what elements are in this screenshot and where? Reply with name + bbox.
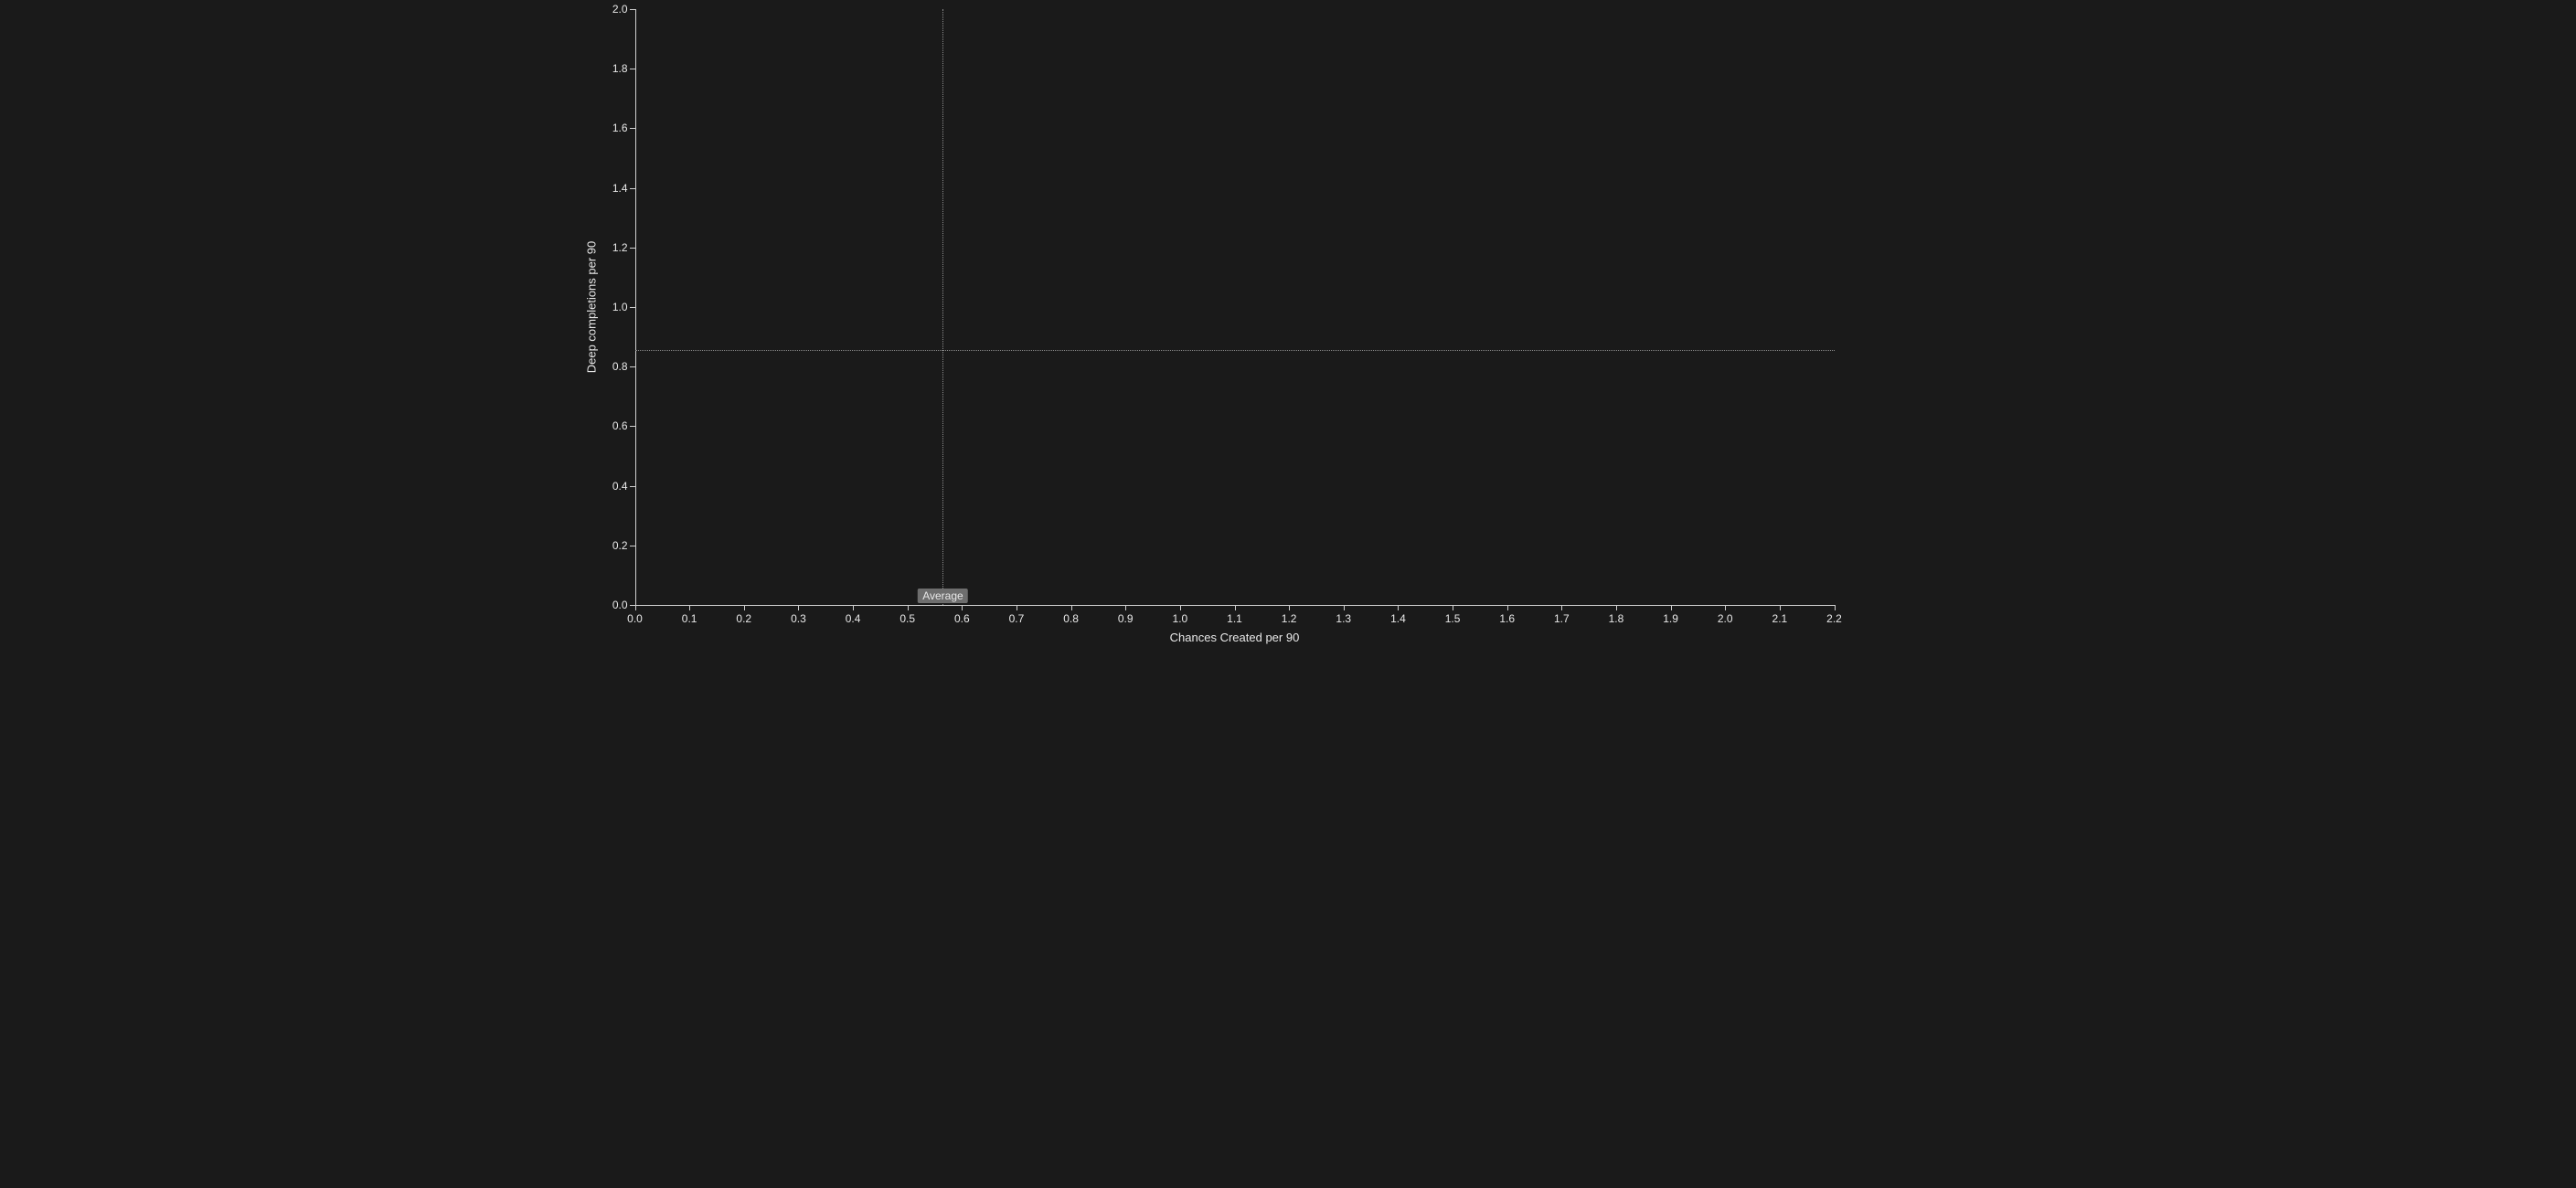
scatter-chart: 0.0 0.1 0.2 0.3 0.4 0.5 0.6 0.7 0.8 0.9 1.0 1.1 1.2 1… bbox=[574, 0, 2003, 659]
x-tick-label: 1.4 bbox=[1390, 612, 1406, 625]
x-tick-label: 2.0 bbox=[1718, 612, 1733, 625]
axis-line bbox=[798, 605, 799, 610]
x-tick-label: 0.3 bbox=[791, 612, 806, 625]
y-tick-label: 0.2 bbox=[612, 539, 628, 552]
x-tick-label: 1.7 bbox=[1554, 612, 1570, 625]
x-tick-label: 0.4 bbox=[846, 612, 861, 625]
y-tick-label: 2.0 bbox=[612, 3, 628, 16]
axis-line bbox=[962, 605, 963, 610]
axis-line bbox=[1835, 605, 1836, 610]
y-axis-title: Deep completions per 90 bbox=[584, 241, 598, 374]
x-tick-label: 1.6 bbox=[1499, 612, 1515, 625]
axis-line bbox=[635, 605, 636, 610]
axis-line bbox=[1235, 605, 1236, 610]
plot-area bbox=[635, 9, 1835, 605]
axis-line bbox=[1289, 605, 1290, 610]
axis-line bbox=[630, 366, 635, 367]
y-tick-label: 1.6 bbox=[612, 122, 628, 134]
x-tick-label: 2.1 bbox=[1772, 612, 1788, 625]
x-tick-label: 0.7 bbox=[1009, 612, 1025, 625]
axis-line bbox=[1398, 605, 1399, 610]
y-tick-label: 1.0 bbox=[612, 301, 628, 313]
x-tick-label: 0.8 bbox=[1063, 612, 1079, 625]
y-tick-label: 1.4 bbox=[612, 182, 628, 195]
axis-line bbox=[630, 486, 635, 487]
axis-line bbox=[630, 605, 635, 606]
axis-line bbox=[1671, 605, 1672, 610]
axis-line bbox=[635, 9, 636, 605]
x-tick-label: 2.2 bbox=[1826, 612, 1842, 625]
axis-line bbox=[1507, 605, 1508, 610]
x-tick-label: 0.5 bbox=[899, 612, 915, 625]
axis-line bbox=[1780, 605, 1781, 610]
x-axis-title: Chances Created per 90 bbox=[1170, 631, 1300, 644]
axis-line bbox=[1561, 605, 1562, 610]
reference-line bbox=[635, 350, 1835, 351]
y-tick-label: 1.8 bbox=[612, 62, 628, 75]
x-tick-label: 0.6 bbox=[954, 612, 970, 625]
x-tick-label: 0.1 bbox=[682, 612, 697, 625]
axis-line bbox=[630, 426, 635, 427]
x-tick-label: 1.3 bbox=[1336, 612, 1351, 625]
axis-line bbox=[1344, 605, 1345, 610]
y-tick-label: 0.4 bbox=[612, 480, 628, 493]
axis-line bbox=[630, 9, 635, 10]
x-tick-label: 1.8 bbox=[1609, 612, 1624, 625]
x-tick-label: 0.9 bbox=[1118, 612, 1134, 625]
x-tick-label: 1.9 bbox=[1663, 612, 1678, 625]
y-tick-label: 0.0 bbox=[612, 599, 628, 611]
x-tick-label: 1.5 bbox=[1445, 612, 1461, 625]
axis-line bbox=[908, 605, 909, 610]
axis-line bbox=[1180, 605, 1181, 610]
axis-line bbox=[630, 307, 635, 308]
x-tick-label: 1.2 bbox=[1282, 612, 1297, 625]
x-tick-label: 0.0 bbox=[627, 612, 643, 625]
reference-line bbox=[942, 9, 943, 605]
axis-line bbox=[1616, 605, 1617, 610]
axis-line bbox=[1071, 605, 1072, 610]
axis-line bbox=[1725, 605, 1726, 610]
y-tick-label: 0.6 bbox=[612, 419, 628, 432]
axis-line bbox=[689, 605, 690, 610]
axis-line bbox=[630, 248, 635, 249]
axis-line bbox=[853, 605, 854, 610]
x-average-badge: Average bbox=[918, 589, 967, 603]
x-tick-label: 1.0 bbox=[1173, 612, 1188, 625]
y-tick-label: 0.8 bbox=[612, 360, 628, 373]
y-tick-label: 1.2 bbox=[612, 241, 628, 254]
axis-line bbox=[630, 188, 635, 189]
x-tick-label: 0.2 bbox=[736, 612, 751, 625]
axis-line bbox=[1125, 605, 1126, 610]
axis-line bbox=[744, 605, 745, 610]
x-tick-label: 1.1 bbox=[1227, 612, 1242, 625]
axis-line bbox=[630, 128, 635, 129]
